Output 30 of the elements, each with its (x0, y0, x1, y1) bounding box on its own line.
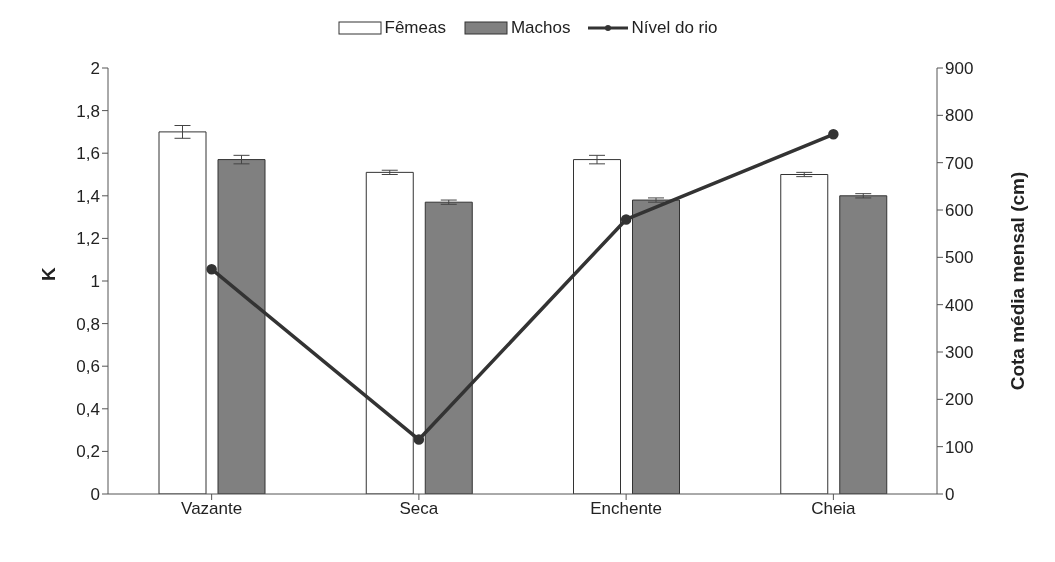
y2-tick-label: 200 (945, 390, 974, 410)
legend-label: Fêmeas (384, 18, 446, 38)
y-tick-label: 0,6 (76, 357, 100, 377)
y-tick-label: 1 (90, 272, 100, 292)
x-tick-label: Enchente (590, 499, 663, 519)
legend-label: Nível do rio (631, 18, 718, 38)
y2-tick-label: 300 (945, 343, 974, 363)
y2-tick-label: 700 (945, 153, 974, 173)
y2-tick-label: 900 (945, 59, 974, 79)
y-tick-label: 2 (90, 59, 100, 79)
y2-tick-label: 600 (945, 201, 974, 221)
y2-tick-label: 800 (945, 106, 974, 126)
y-tick-label: 0 (90, 485, 100, 505)
y-tick-label: 0,2 (76, 442, 100, 462)
y-tick-label: 1,4 (76, 186, 100, 206)
legend-label: Machos (510, 18, 571, 38)
x-tick-label: Cheia (811, 499, 857, 519)
y-tick-label: 1,6 (76, 144, 100, 164)
y2-tick-label: 500 (945, 248, 974, 268)
y-tick-label: 1,8 (76, 101, 100, 121)
y2-tick-label: 100 (945, 437, 974, 457)
y2-tick-label: 0 (945, 485, 955, 505)
y-tick-label: 0,4 (76, 399, 100, 419)
x-tick-label: Vazante (181, 499, 243, 519)
y-tick-label: 0,8 (76, 314, 100, 334)
x-tick-label: Seca (399, 499, 439, 519)
y2-tick-label: 400 (945, 295, 974, 315)
y-axis-title: K (37, 267, 59, 281)
y-tick-label: 1,2 (76, 229, 100, 249)
y2-axis-title: Cota média mensal (cm) (1006, 171, 1028, 391)
